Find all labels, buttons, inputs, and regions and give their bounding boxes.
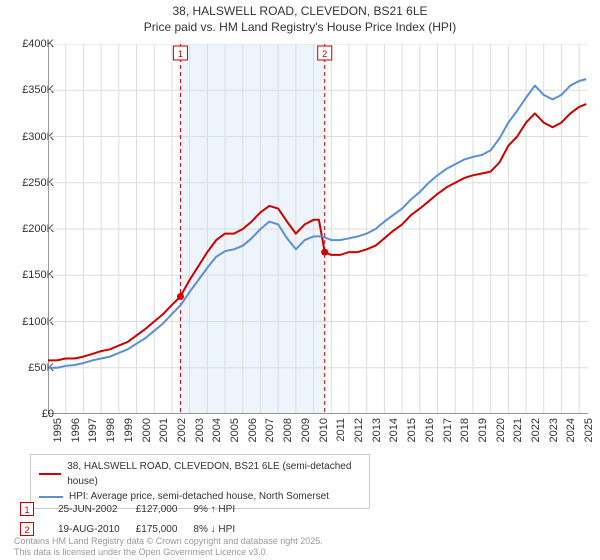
attribution-line1: Contains HM Land Registry data © Crown c… [14, 536, 323, 546]
x-tick-label: 2009 [300, 418, 312, 442]
x-tick-label: 2017 [442, 418, 454, 442]
x-tick-label: 2012 [353, 418, 365, 442]
x-tick-label: 2021 [512, 418, 524, 442]
legend-item: 38, HALSWELL ROAD, CLEVEDON, BS21 6LE (s… [39, 459, 361, 489]
legend-label: 38, HALSWELL ROAD, CLEVEDON, BS21 6LE (s… [67, 459, 361, 489]
x-tick-label: 2020 [495, 418, 507, 442]
x-tick-label: 2015 [406, 418, 418, 442]
markers-table: 125-JUN-2002£127,0009% ↑ HPI219-AUG-2010… [14, 498, 247, 540]
chart-container: 38, HALSWELL ROAD, CLEVEDON, BS21 6LE Pr… [0, 0, 600, 560]
x-tick-label: 2024 [565, 418, 577, 442]
x-tick-label: 2023 [548, 418, 560, 442]
x-tick-label: 1996 [70, 418, 82, 442]
x-tick-label: 1998 [105, 418, 117, 442]
x-tick-label: 1995 [52, 418, 64, 442]
x-tick-label: 2003 [194, 418, 206, 442]
x-tick-label: 2007 [264, 418, 276, 442]
svg-text:1: 1 [178, 49, 183, 59]
x-tick-label: 2014 [388, 418, 400, 442]
x-tick-label: 2008 [282, 418, 294, 442]
x-tick-label: 1999 [123, 418, 135, 442]
x-tick-label: 2013 [371, 418, 383, 442]
marker-date: 25-JUN-2002 [54, 500, 130, 518]
marker-price: £127,000 [132, 500, 188, 518]
marker-id-box: 2 [20, 522, 34, 536]
x-tick-label: 2022 [530, 418, 542, 442]
svg-text:2: 2 [322, 49, 327, 59]
x-tick-label: 2006 [247, 418, 259, 442]
x-tick-label: 2025 [583, 418, 595, 442]
marker-row: 1 25-JUN-2002£127,0009% ↑ HPI [16, 500, 245, 518]
legend-swatch [39, 473, 61, 475]
x-tick-label: 2010 [318, 418, 330, 442]
attribution-line2: This data is licensed under the Open Gov… [14, 547, 268, 557]
x-tick-label: 2018 [459, 418, 471, 442]
marker-delta: 9% ↑ HPI [189, 500, 245, 518]
x-tick-label: 2002 [176, 418, 188, 442]
x-tick-label: 2004 [211, 418, 223, 442]
title-line2: Price paid vs. HM Land Registry's House … [144, 20, 456, 34]
x-tick-label: 2016 [424, 418, 436, 442]
x-tick-label: 2000 [141, 418, 153, 442]
price-chart: 12 [48, 44, 588, 414]
attribution: Contains HM Land Registry data © Crown c… [14, 536, 323, 558]
x-tick-label: 1997 [87, 418, 99, 442]
x-tick-label: 2005 [229, 418, 241, 442]
x-tick-label: 2019 [477, 418, 489, 442]
marker-id-box: 1 [20, 502, 34, 516]
x-tick-label: 2011 [335, 418, 347, 442]
x-tick-label: 2001 [158, 418, 170, 442]
chart-title: 38, HALSWELL ROAD, CLEVEDON, BS21 6LE Pr… [0, 0, 600, 35]
title-line1: 38, HALSWELL ROAD, CLEVEDON, BS21 6LE [173, 4, 428, 18]
